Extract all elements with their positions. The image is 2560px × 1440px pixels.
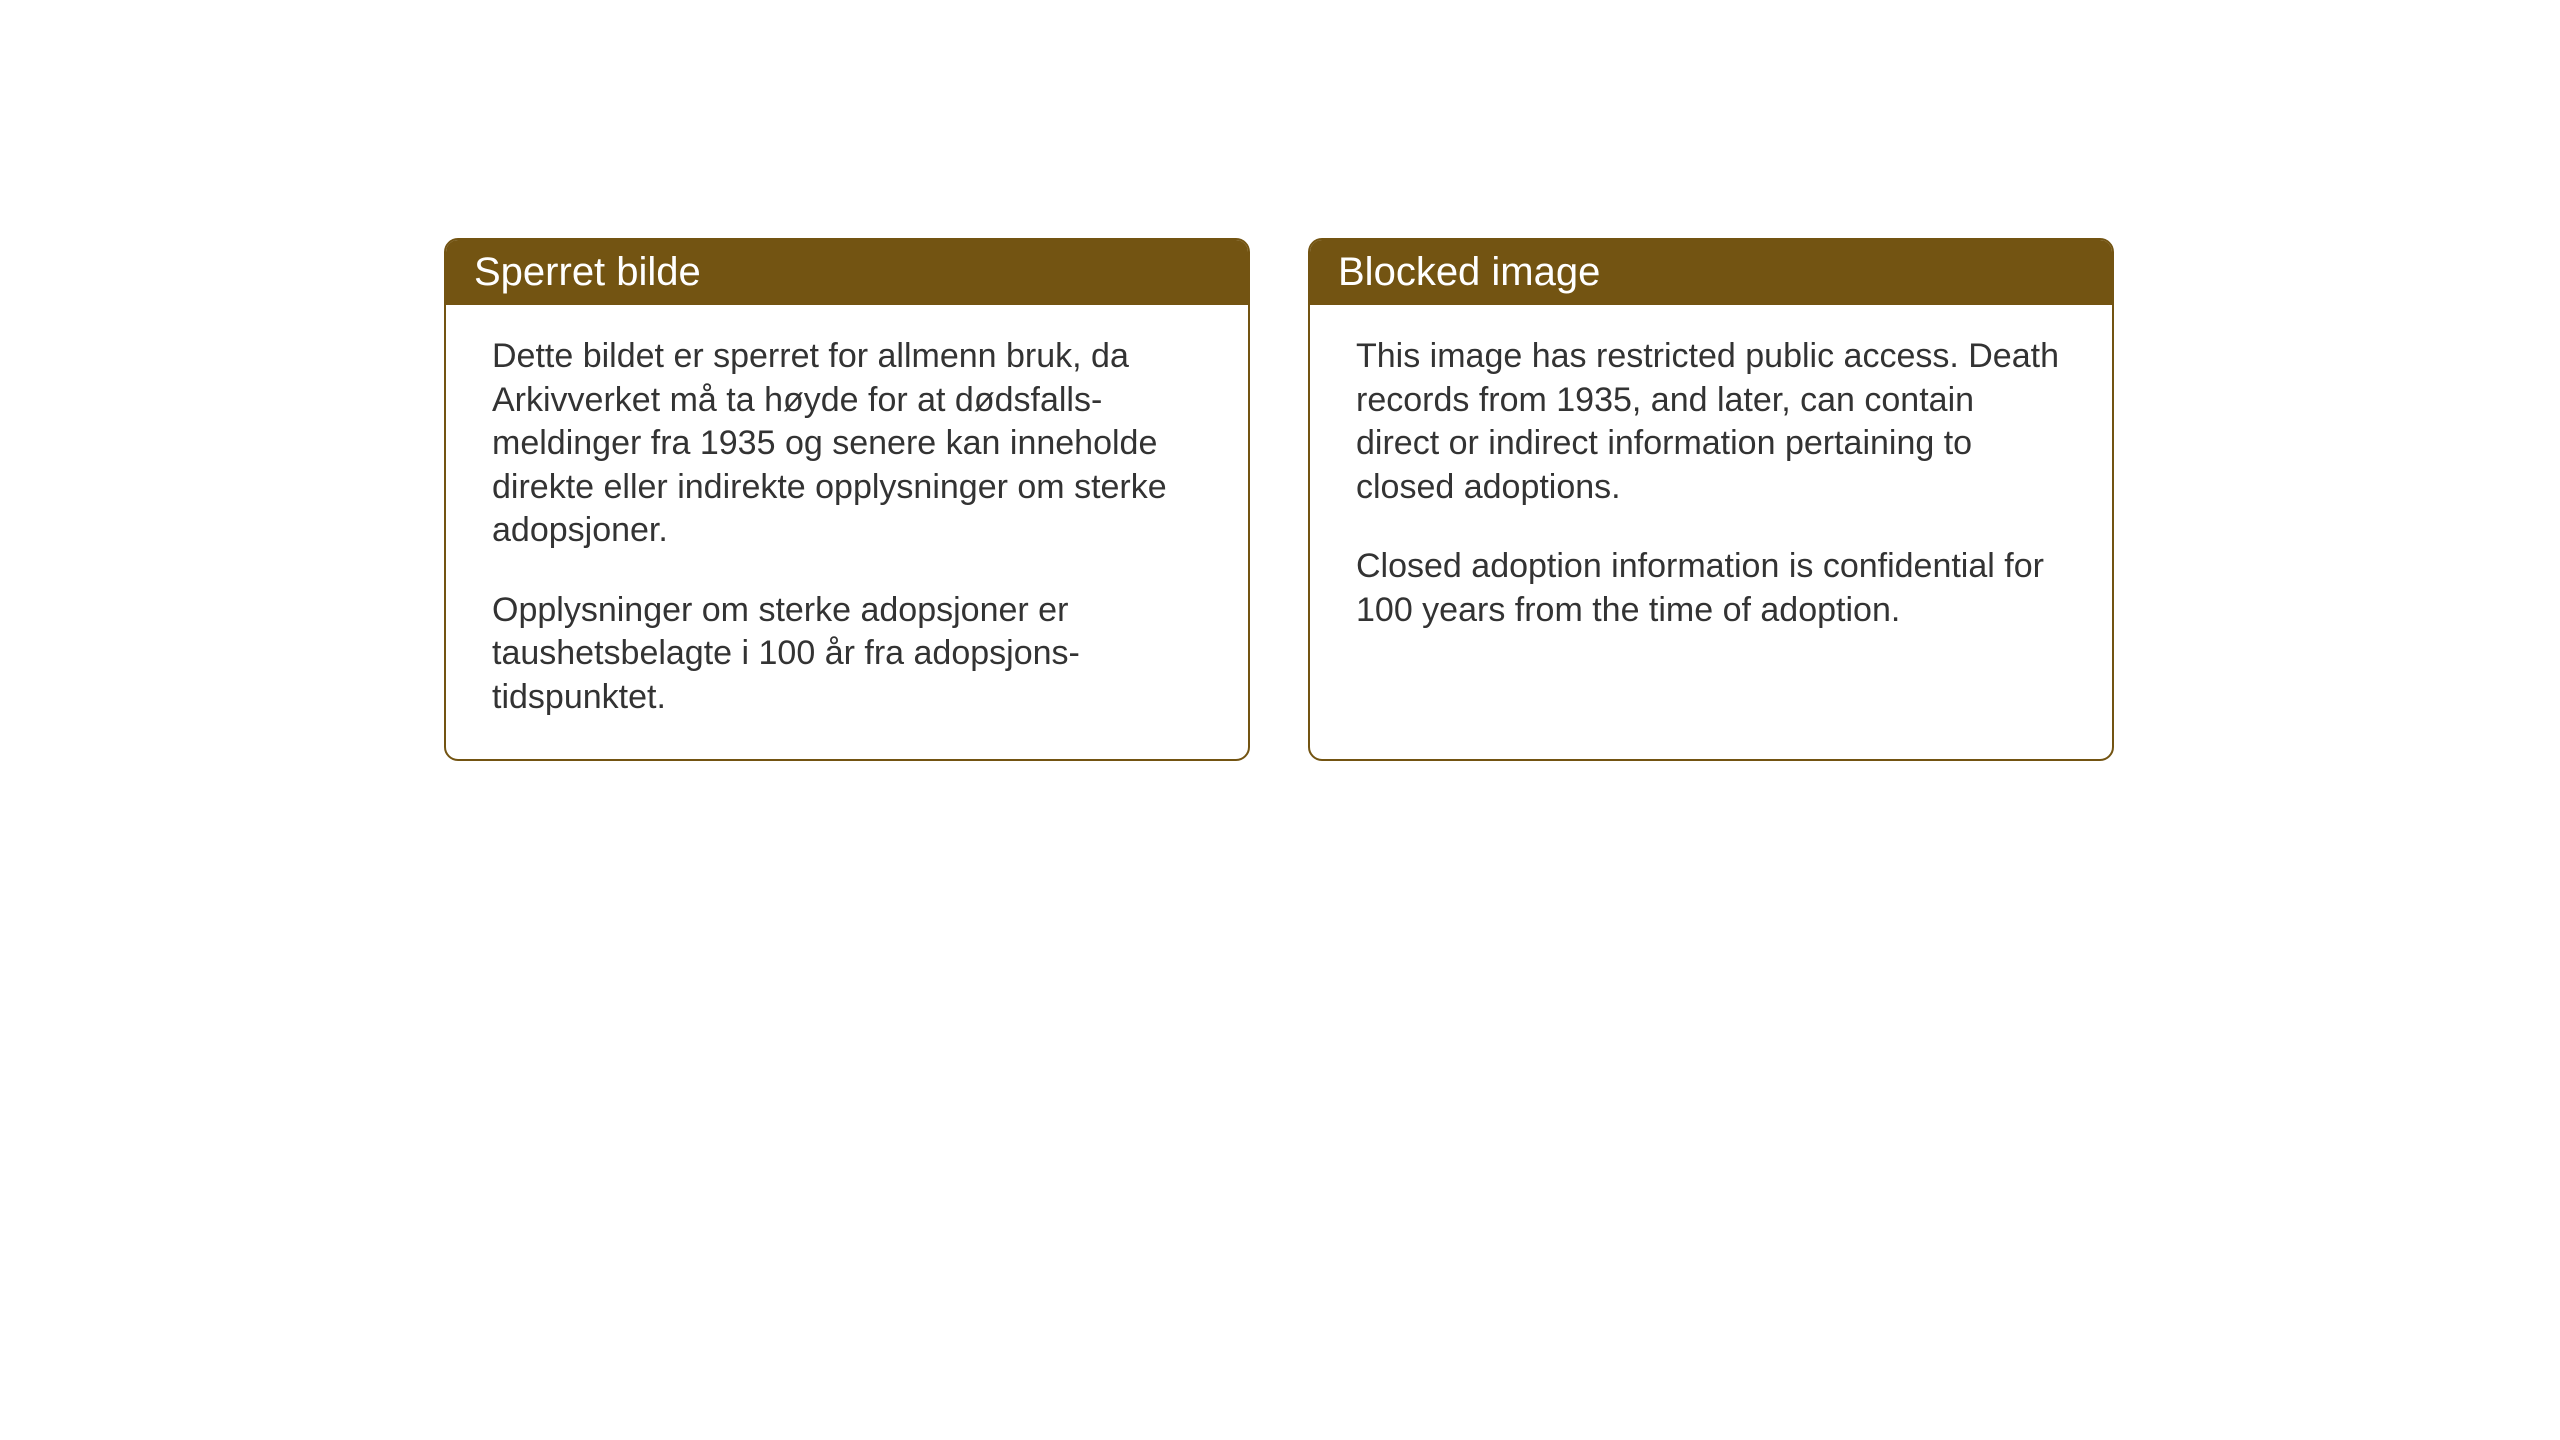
notice-card-norwegian: Sperret bilde Dette bildet er sperret fo…: [444, 238, 1250, 761]
card-title-norwegian: Sperret bilde: [446, 240, 1248, 305]
paragraph-1-norwegian: Dette bildet er sperret for allmenn bruk…: [492, 335, 1202, 553]
paragraph-2-english: Closed adoption information is confident…: [1356, 545, 2066, 632]
notice-cards-container: Sperret bilde Dette bildet er sperret fo…: [444, 238, 2114, 761]
notice-card-english: Blocked image This image has restricted …: [1308, 238, 2114, 761]
card-body-english: This image has restricted public access.…: [1310, 305, 2112, 722]
card-title-english: Blocked image: [1310, 240, 2112, 305]
paragraph-2-norwegian: Opplysninger om sterke adopsjoner er tau…: [492, 589, 1202, 720]
card-body-norwegian: Dette bildet er sperret for allmenn bruk…: [446, 305, 1248, 759]
paragraph-1-english: This image has restricted public access.…: [1356, 335, 2066, 509]
